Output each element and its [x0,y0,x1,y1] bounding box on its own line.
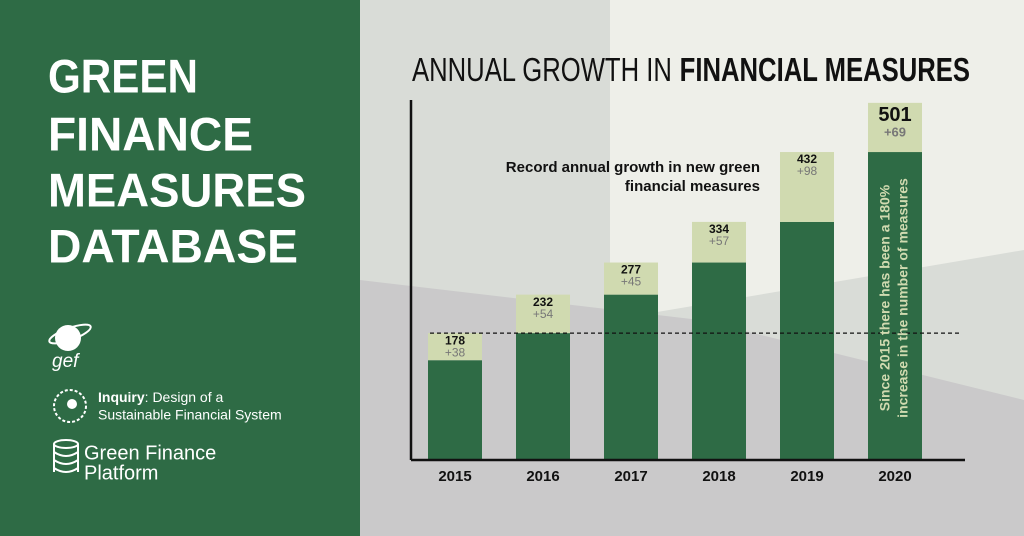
sidebar-title-line: GREEN [48,49,198,102]
bar-segment [868,152,922,460]
plot: 178+38 2015 232+54 2016 277+45 2017 334+57 2018… [409,100,965,485]
increment-label: +54 [533,307,554,321]
inquiry-logo-icon [53,389,87,423]
total-label: 178 [445,333,465,347]
increment-label: +45 [621,275,642,289]
total-label: 334 [709,222,729,236]
increment-label: +69 [884,124,906,139]
inquiry-logo-text: Inquiry: Design of a [98,389,223,405]
increment-label: +57 [709,234,730,248]
gef-logo-ring [48,323,92,345]
platform-logo-icon [53,439,79,473]
sidebar-title-line: MEASURES [48,163,306,216]
sidebar-title: GREEN FINANCE MEASURES DATABASE [48,49,306,272]
x-tick-label: 2016 [526,468,559,485]
chart-title-light: ANNUAL GROWTH IN [412,51,672,88]
gef-logo-text: gef [52,351,80,372]
total-label: 432 [797,152,817,166]
chart-title: ANNUAL GROWTH INFINANCIAL MEASURES [412,51,970,88]
total-label: 232 [533,295,553,309]
bar-segment [692,262,746,460]
inquiry-logo-icon [67,399,77,409]
sidebar-title-line: DATABASE [48,219,298,272]
increment-label: +38 [445,345,466,359]
bar-segment [780,221,834,460]
x-tick-label: 2019 [790,468,823,485]
bar-segment [604,294,658,460]
total-label: 277 [621,263,641,277]
annotation: financial measures [625,178,760,195]
inquiry-rest: : Design of a [145,389,224,405]
x-tick-label: 2015 [438,468,471,485]
total-label: 501 [878,104,911,126]
bar-segment [692,221,746,263]
annotation: Record annual growth in new green [506,159,760,176]
inquiry-bold: Inquiry [98,389,145,405]
annotation-rotated: increase in the number of measures [895,178,911,418]
bar-segment [868,102,922,153]
annotation-rotated: Since 2015 there has been a 180% [877,184,893,411]
platform-logo-text: Platform [84,462,158,484]
increment-label: +98 [797,164,818,178]
x-tick-label: 2020 [878,468,911,485]
bar-segment [780,152,834,222]
sidebar-title-line: FINANCE [48,107,253,160]
x-tick-label: 2018 [702,468,735,485]
chart-title-bold: FINANCIAL MEASURES [680,51,970,88]
x-tick-label: 2017 [614,468,647,485]
platform-logo-text: Green Finance [84,442,216,464]
bar-segment [428,360,482,460]
bar-segment [604,262,658,295]
inquiry-logo-text: Sustainable Financial System [98,407,282,423]
bar-segment [428,333,482,361]
bar-segment [516,333,570,460]
bar-segment [516,294,570,334]
